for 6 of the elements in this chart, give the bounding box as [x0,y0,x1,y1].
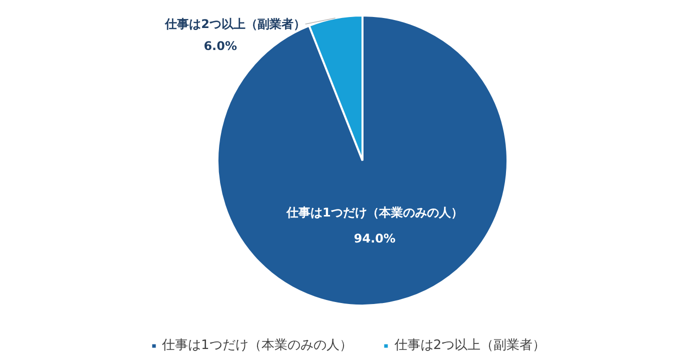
legend-label: 仕事は2つ以上（副業者） [394,337,546,354]
slice-label: 仕事は1つだけ（本業のみの人） [286,206,463,220]
legend-label: 仕事は1つだけ（本業のみの人） [162,337,352,354]
slice-label: 仕事は2つ以上（副業者） [164,17,306,32]
data-label: 6.0% [204,39,237,54]
data-label: 94.0% [354,232,396,246]
